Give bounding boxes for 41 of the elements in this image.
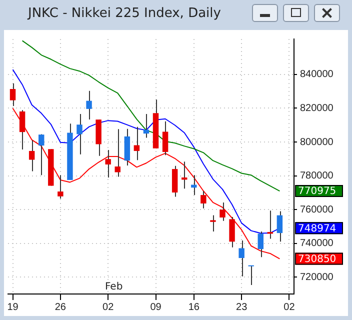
candlestick — [238, 240, 244, 277]
y-tick-label: 780000 — [300, 170, 334, 182]
y-tick-label: 820000 — [300, 102, 334, 114]
candlestick — [200, 190, 206, 209]
candlestick — [76, 113, 82, 155]
candlestick — [162, 120, 168, 156]
x-tick-label: 02 — [102, 302, 114, 313]
x-tick-label: 02 — [284, 302, 296, 313]
candlestick — [191, 174, 197, 196]
candlestick — [229, 216, 235, 248]
candlestick — [10, 82, 16, 107]
candlestick — [58, 174, 64, 200]
candlestick — [248, 264, 254, 286]
y-tick-label: 720000 — [300, 272, 334, 283]
candlestick — [28, 140, 35, 172]
candlestick — [38, 134, 44, 176]
candlestick — [172, 165, 178, 198]
x-tick-label: 19 — [7, 302, 19, 313]
y-tick-label: 800000 — [300, 136, 334, 148]
candlestick — [143, 113, 150, 138]
y-tick-label: 760000 — [300, 204, 334, 216]
annotation: Feb — [104, 282, 123, 293]
x-tick-label: 23 — [236, 302, 248, 313]
candlestick — [105, 149, 111, 178]
y-tick-label: 840000 — [300, 69, 334, 80]
data-label: 770975 — [298, 186, 336, 198]
candlestick — [220, 202, 226, 222]
candlestick — [86, 90, 92, 120]
candlestick — [210, 214, 216, 232]
y-tick-label: 740000 — [300, 238, 334, 250]
chart-title: JNKC - Nikkei 225 Index, Daily — [28, 6, 221, 21]
data-label: 748974 — [298, 223, 336, 234]
x-tick-label: 16 — [188, 302, 200, 313]
candlestick — [276, 210, 283, 242]
x-tick-label: 09 — [150, 302, 162, 313]
data-label: 730850 — [298, 254, 336, 265]
candlestick — [19, 110, 26, 150]
candlestick — [134, 126, 140, 161]
candlestick — [258, 231, 264, 258]
x-tick-label: 26 — [54, 302, 66, 313]
candlestick — [114, 128, 120, 178]
